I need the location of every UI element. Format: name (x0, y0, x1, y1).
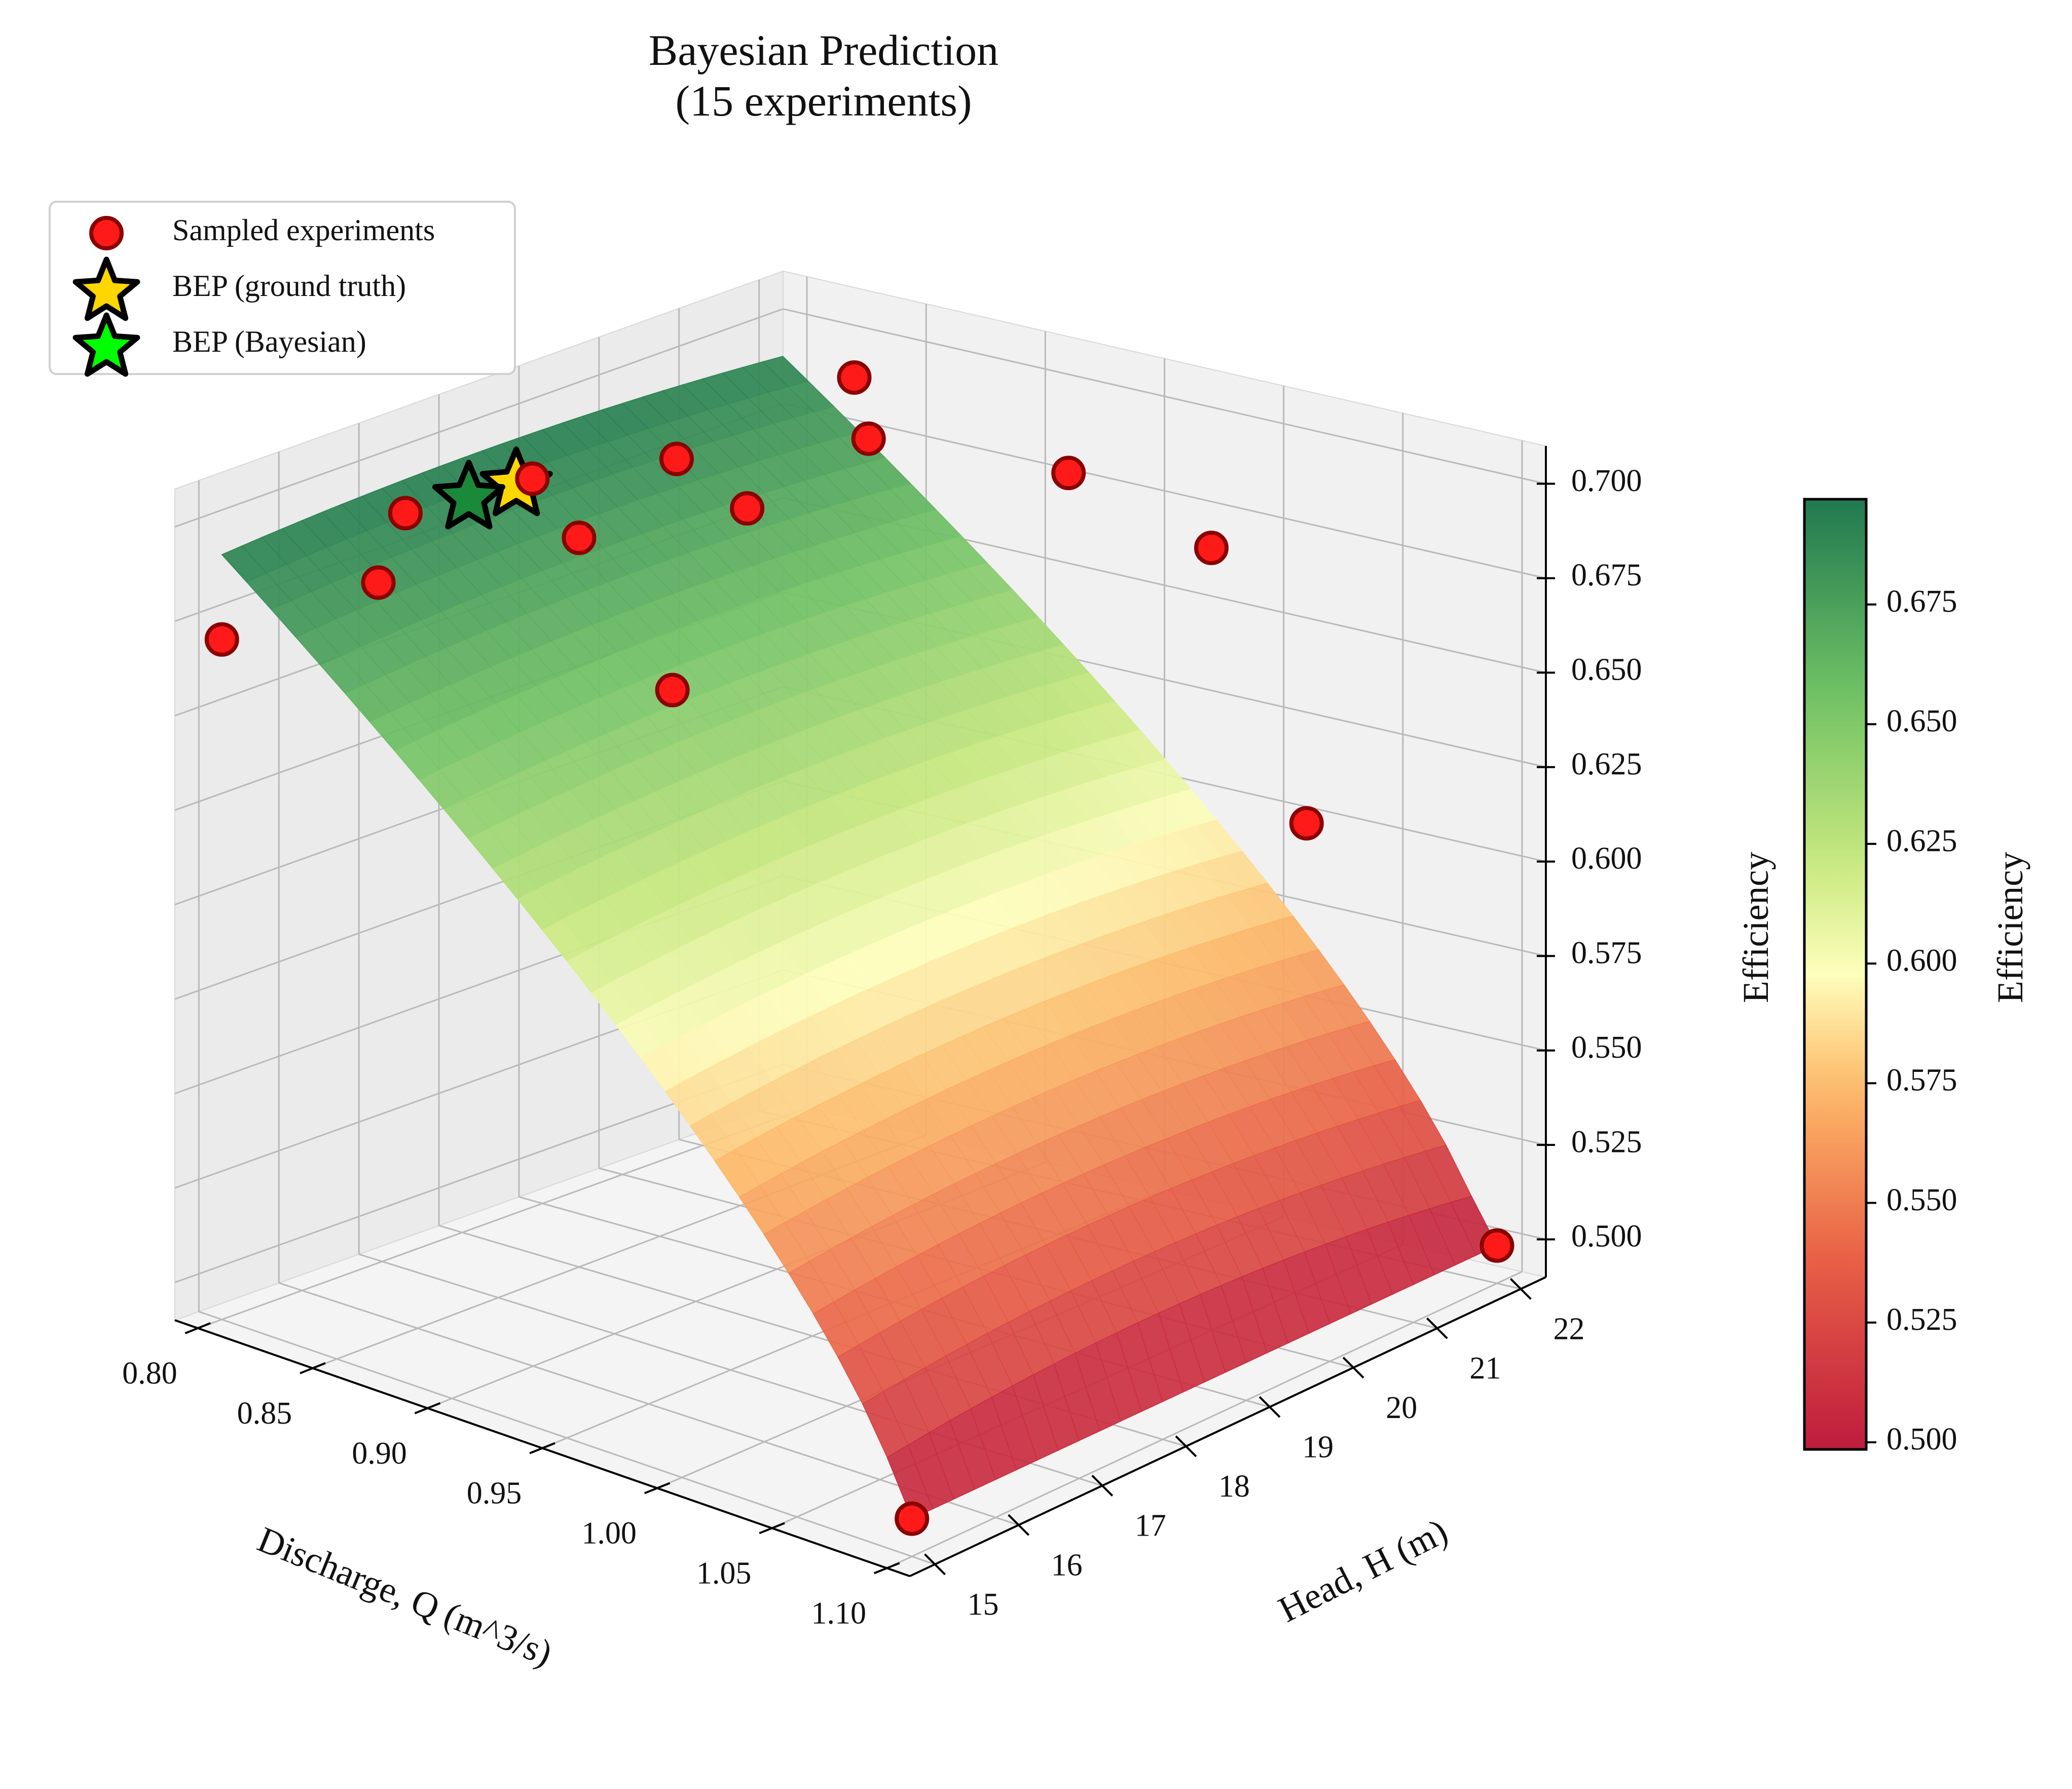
y-tick-mark (1510, 1278, 1532, 1300)
x-tick-mark (529, 1442, 556, 1455)
x-tick-mark (644, 1482, 671, 1495)
experiment-point (388, 496, 423, 531)
x-tick-mark (873, 1562, 900, 1575)
y-tick-mark (924, 1553, 946, 1576)
x-tick-mark (759, 1522, 785, 1535)
experiment-point (1051, 456, 1086, 491)
colorbar-tick-label: 0.625 (1886, 824, 1957, 858)
colorbar-tick-label: 0.525 (1886, 1302, 1957, 1337)
colorbar-tick-label: 0.575 (1886, 1063, 1957, 1098)
experiment-point (562, 520, 597, 555)
axes-lines (174, 446, 1555, 1577)
experiment-point (1479, 1228, 1514, 1263)
x-tick-label: 1.00 (581, 1516, 637, 1551)
legend-marker-circle (89, 216, 124, 250)
y-tick-mark (1259, 1396, 1281, 1418)
chart-title: Bayesian Prediction (15 experiments) (649, 26, 998, 125)
x-tick-label: 0.80 (122, 1356, 177, 1391)
z-tick-label: 0.525 (1571, 1125, 1642, 1159)
legend-label: BEP (Bayesian) (172, 325, 366, 358)
grid-y-floor (278, 1282, 1019, 1526)
z-tick-label: 0.600 (1571, 841, 1642, 876)
experiment-point (851, 421, 886, 456)
y-tick-mark (1426, 1317, 1448, 1339)
grid-z-left (174, 308, 784, 528)
x-tick-mark (414, 1402, 441, 1414)
y-tick-label: 19 (1302, 1430, 1334, 1464)
colorbar-tick-label: 0.500 (1886, 1422, 1957, 1457)
colorbar: 0.500 0.525 0.550 0.575 0.600 0.625 0.650 0.675 (1803, 498, 1957, 1457)
legend-marker-star (72, 312, 140, 377)
experiment-point (361, 565, 396, 600)
experiment-point (204, 622, 239, 657)
chart-title-line: Bayesian Prediction (649, 26, 998, 74)
z-tick-label: 0.575 (1571, 936, 1642, 971)
y-tick-mark (1342, 1357, 1364, 1378)
chart-title-line: (15 experiments) (675, 77, 972, 125)
y-tick-label: 18 (1218, 1469, 1250, 1504)
x-tick-mark (184, 1322, 211, 1334)
colorbar-tick-label: 0.600 (1886, 943, 1957, 978)
x-tick-label: 1.10 (811, 1596, 866, 1630)
y-tick-label: 17 (1135, 1509, 1166, 1543)
experiment-point (895, 1501, 930, 1536)
y-tick-mark (1008, 1514, 1030, 1536)
grid-z-back (783, 402, 1546, 579)
x-axis-label: Discharge, Q (m^3/s) (252, 1519, 558, 1674)
grid-x-floor (886, 1271, 1523, 1569)
z-tick-label: 0.500 (1571, 1219, 1642, 1254)
legend-frame (49, 201, 516, 375)
z-tick-label: 0.550 (1571, 1030, 1642, 1065)
grid-z-back (783, 308, 1546, 485)
colorbar-tick-label: 0.650 (1886, 704, 1957, 738)
legend-label: BEP (ground truth) (172, 269, 406, 303)
z-tick-label: 0.625 (1571, 747, 1642, 781)
y-tick-label: 20 (1386, 1391, 1417, 1425)
x-tick-label: 0.90 (352, 1436, 407, 1471)
experiment-points (204, 360, 1514, 1536)
y-axis-label: Head, H (m) (1272, 1511, 1454, 1630)
tick-labels: 0.80 0.85 0.90 0.95 1.00 1.05 1.10 15 16 17 18 19 20… (122, 464, 1642, 1631)
y-tick-mark (1091, 1475, 1114, 1497)
experiment-point (1289, 806, 1324, 841)
colorbar-label: Efficiency (1990, 852, 2030, 1003)
x-tick-mark (300, 1362, 326, 1374)
experiment-point (730, 491, 765, 526)
experiment-point (655, 673, 690, 707)
z-tick-label: 0.700 (1571, 464, 1642, 498)
y-tick-mark (1175, 1435, 1197, 1458)
y-tick-label: 15 (968, 1587, 999, 1622)
experiment-point (1194, 531, 1229, 566)
experiment-point (837, 360, 872, 395)
legend-marker-star (72, 256, 140, 321)
z-axis-label: Efficiency (1735, 852, 1776, 1003)
z-tick-label: 0.675 (1571, 558, 1642, 592)
x-tick-label: 0.95 (467, 1476, 522, 1511)
colorbar-tick-label: 0.675 (1886, 584, 1957, 619)
experiment-point (515, 461, 550, 496)
y-axis-line (909, 1276, 1546, 1577)
colorbar-tick-label: 0.550 (1886, 1183, 1957, 1217)
y-tick-label: 16 (1051, 1548, 1083, 1582)
y-tick-label: 21 (1469, 1351, 1501, 1386)
bep-bayesian-star (432, 460, 505, 530)
z-tick-label: 0.650 (1571, 653, 1642, 687)
experiment-point (659, 441, 694, 476)
x-tick-label: 0.85 (237, 1396, 292, 1431)
colorbar-bar (1803, 498, 1868, 1451)
y-tick-label: 22 (1553, 1312, 1584, 1347)
x-tick-label: 1.05 (696, 1556, 752, 1591)
legend: Sampled experiments BEP (ground truth) BEP… (49, 201, 516, 377)
legend-label: Sampled experiments (172, 213, 435, 247)
grid-y-floor (198, 1311, 936, 1566)
